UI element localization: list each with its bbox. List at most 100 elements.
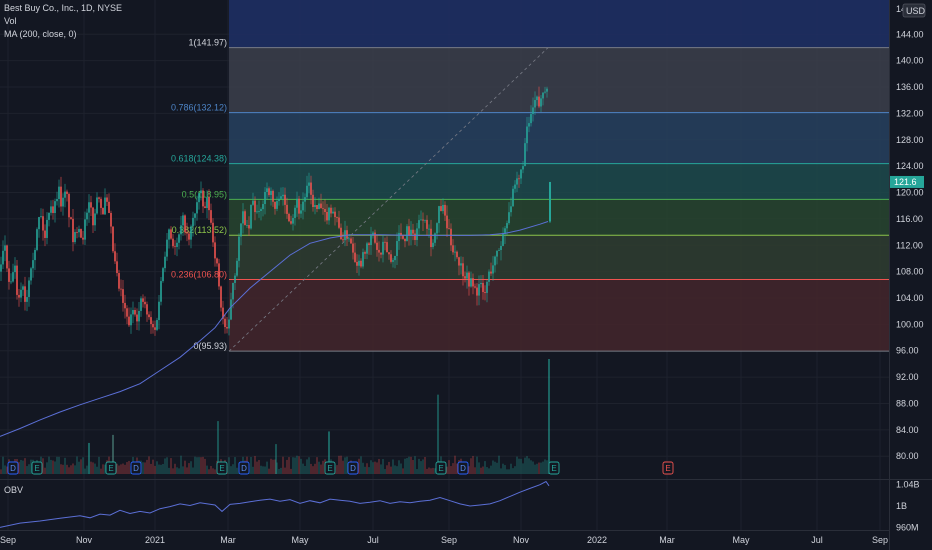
ma-legend[interactable]: MA (200, close, 0): [4, 29, 77, 39]
candle-body: [204, 206, 206, 209]
earnings-badge: [548, 461, 560, 475]
candle-body: [242, 211, 244, 224]
candle-body: [188, 233, 190, 240]
obv-axis[interactable]: 1.04B 1B 960M: [896, 480, 920, 533]
candle-body: [98, 197, 100, 199]
symbol-title[interactable]: Best Buy Co., Inc., 1D, NYSE: [4, 3, 123, 13]
candle-body: [302, 201, 304, 211]
candle-body: [326, 212, 328, 221]
candle-body: [476, 287, 478, 296]
fib-level-label: 0.5(118.95): [182, 189, 227, 199]
candle-body: [128, 316, 130, 326]
candle-body: [290, 221, 292, 224]
obv-tick-label: 1B: [896, 501, 907, 511]
candle-body: [46, 219, 48, 238]
fib-trend-line[interactable]: [228, 47, 549, 352]
badge-label: D: [133, 464, 139, 473]
volume-bar: [398, 460, 400, 474]
candle-body: [48, 212, 50, 220]
candle-body: [496, 250, 498, 257]
volume-bar: [364, 466, 366, 474]
candle-body: [448, 228, 450, 230]
volume-bar: [372, 462, 374, 474]
volume-bar: [396, 466, 398, 474]
candle-body: [110, 212, 112, 227]
time-axis[interactable]: Sep Nov 2021 Mar May Jul Sep Nov 2022 Mar May Jul Se…: [0, 535, 888, 545]
currency-badge[interactable]: USD: [906, 6, 926, 16]
candle-body: [436, 223, 438, 234]
volume-bar: [290, 468, 292, 474]
candle-body: [382, 241, 384, 255]
volume-bar: [426, 468, 428, 474]
time-tick-label: Sep: [0, 535, 16, 545]
candle-body: [22, 286, 24, 290]
fib-level-label: 0(95.93): [193, 341, 227, 351]
volume-spike: [112, 434, 114, 474]
candle-body: [258, 210, 260, 212]
volume-bar: [406, 458, 408, 474]
volume-bar: [524, 457, 526, 474]
candle-body: [356, 261, 358, 266]
time-tick-label: Nov: [513, 535, 530, 545]
candle-body: [416, 228, 418, 240]
candle-body: [328, 207, 330, 221]
volume-bar: [20, 459, 22, 474]
volume-bar: [148, 456, 150, 474]
candle-body: [304, 197, 306, 202]
price-tick-label: 136.00: [896, 82, 924, 92]
volume-bar: [480, 467, 482, 474]
candle-body: [68, 193, 70, 218]
candle-body: [504, 228, 506, 234]
candle-body: [350, 238, 352, 244]
volume-bar: [306, 459, 308, 474]
volume-bar: [454, 455, 456, 474]
candle-body: [486, 281, 488, 293]
volume-bar: [496, 462, 498, 474]
volume-bar: [254, 456, 256, 474]
candle-body: [52, 206, 54, 214]
volume-bar: [256, 461, 258, 474]
candle-body: [390, 254, 392, 262]
volume-bar: [492, 460, 494, 474]
volume-bar: [538, 462, 540, 474]
candle-body: [380, 252, 382, 255]
badge-label: E: [438, 464, 443, 473]
volume-bar: [490, 465, 492, 474]
candle-body: [190, 226, 192, 240]
fib-level-label: 0.786(132.12): [171, 103, 227, 113]
price-tick-label: 144.00: [896, 29, 924, 39]
price-axis[interactable]: 144.00 140.00 136.00 132.00 128.00 124.00 120.…: [896, 29, 924, 461]
volume-bar: [214, 469, 216, 474]
volume-bar: [84, 468, 86, 474]
volume-spike: [217, 421, 219, 474]
price-tag-bg: [890, 175, 924, 188]
obv-legend[interactable]: OBV: [4, 485, 24, 495]
top-tick-label: 14: [896, 4, 906, 14]
candle-body: [226, 327, 228, 329]
volume-bar: [252, 466, 254, 474]
candle-body: [334, 211, 336, 218]
volume-bar: [122, 463, 124, 474]
volume-bar: [278, 468, 280, 474]
volume-bar: [416, 469, 418, 474]
volume-bar: [446, 466, 448, 474]
volume-bar: [118, 465, 120, 474]
currency-badge-bg[interactable]: [902, 3, 926, 18]
candle-body: [270, 190, 272, 195]
volume-legend[interactable]: Vol: [4, 16, 17, 26]
candle-body: [468, 272, 470, 287]
volume-bar: [418, 458, 420, 474]
badge-label: E: [219, 464, 224, 473]
candle-body: [396, 241, 398, 256]
candle-body: [264, 192, 266, 205]
candle-body: [248, 225, 250, 229]
fib-retracement[interactable]: 1(141.97) 0.786(132.12) 0.618(124.38) 0.5(1…: [171, 0, 889, 352]
time-tick-label: 2022: [587, 535, 607, 545]
volume-bar: [176, 467, 178, 474]
volume-bar: [168, 467, 170, 474]
volume-bar: [358, 458, 360, 474]
candle-body: [480, 282, 482, 285]
candle-body: [506, 223, 508, 229]
